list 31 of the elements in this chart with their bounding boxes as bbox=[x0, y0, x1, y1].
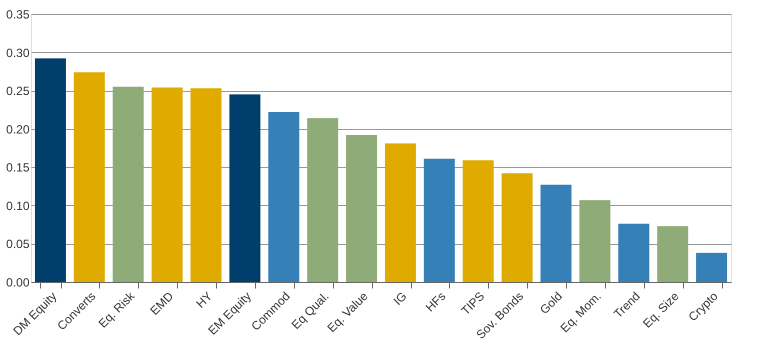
y-tick-label: 0.25 bbox=[6, 84, 30, 98]
bar bbox=[384, 143, 416, 282]
y-tick-label: 0.10 bbox=[6, 198, 30, 213]
bar bbox=[579, 200, 610, 282]
bar bbox=[152, 88, 183, 282]
bar bbox=[424, 158, 455, 282]
bar bbox=[268, 112, 300, 282]
y-tick-label: 0.20 bbox=[6, 122, 30, 136]
bar bbox=[502, 173, 533, 282]
bar bbox=[34, 58, 66, 282]
bar bbox=[346, 134, 378, 282]
x-tick-label: HFs bbox=[422, 289, 448, 315]
bar bbox=[112, 86, 144, 282]
bar bbox=[657, 226, 688, 282]
x-tick-label: Eq. Size bbox=[640, 288, 682, 331]
bar bbox=[696, 252, 728, 282]
bar bbox=[618, 224, 650, 282]
bar bbox=[462, 160, 494, 282]
bar bbox=[540, 184, 572, 282]
bar bbox=[307, 118, 338, 282]
y-tick-label: 0.05 bbox=[6, 237, 30, 252]
y-tick-label: 0.35 bbox=[6, 8, 30, 22]
bar bbox=[74, 72, 105, 282]
x-tick-label: Eq. Risk bbox=[96, 288, 138, 331]
x-tick-label: IG bbox=[390, 289, 410, 308]
y-tick-label: 0.00 bbox=[6, 276, 30, 290]
bar bbox=[190, 88, 222, 282]
x-tick-label: HY bbox=[193, 289, 215, 311]
bar bbox=[229, 94, 260, 282]
y-tick-label: 0.30 bbox=[6, 46, 30, 60]
y-tick-label: 0.15 bbox=[6, 160, 30, 175]
